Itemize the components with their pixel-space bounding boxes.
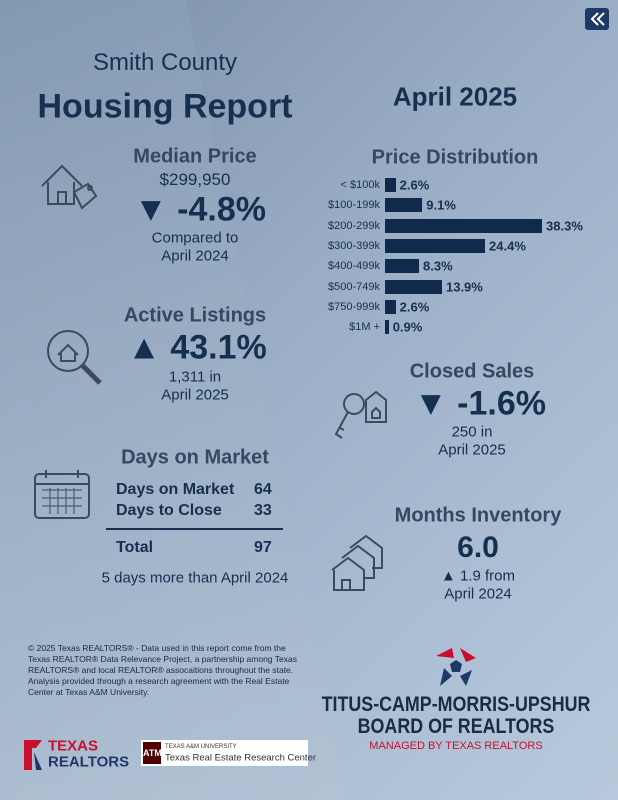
row-label: Days to Close xyxy=(116,502,222,519)
value-label: 0.9% xyxy=(392,319,423,335)
note: 250 in xyxy=(451,423,493,441)
house-price-icon xyxy=(41,164,98,210)
bar xyxy=(385,178,396,192)
note: 5 days more than April 2024 xyxy=(101,569,289,587)
calendar-icon xyxy=(34,470,90,519)
value-label: 2.6% xyxy=(399,299,430,315)
value-label: 13.9% xyxy=(445,279,483,294)
tamu-text: TEXAS A&M UNIVERSITY xyxy=(165,744,237,750)
search-icon xyxy=(47,330,102,385)
county: Smith County xyxy=(92,49,238,76)
category-label: $1M + xyxy=(349,321,380,334)
bar xyxy=(385,299,396,314)
board-subtitle: MANAGED BY TEXAS REALTORS xyxy=(369,740,543,752)
section-title: Median Price xyxy=(133,145,257,168)
tamu-logo: ATM TEXAS A&M UNIVERSITY Texas Real Esta… xyxy=(141,740,316,766)
change: ▼ -1.6% xyxy=(414,384,546,423)
section-title: Price Distribution xyxy=(371,146,539,169)
value-label: 9.1% xyxy=(426,197,456,213)
bar xyxy=(385,279,442,294)
value-label: 8.3% xyxy=(423,258,453,274)
bar xyxy=(385,320,389,335)
bar xyxy=(385,198,423,213)
value-label: 38.3% xyxy=(546,218,583,234)
section-title: Active Listings xyxy=(123,304,267,327)
key-icon xyxy=(334,390,387,439)
board-logo xyxy=(436,648,476,686)
note: ▲ 1.9 from xyxy=(440,567,516,585)
section-title: Months Inventory xyxy=(394,504,562,527)
median-price: $299,950 xyxy=(159,170,231,189)
board-name: BOARD OF REALTORS xyxy=(357,715,555,738)
houses-icon xyxy=(331,534,383,591)
tr-logo-mark xyxy=(24,740,42,770)
category-label: $400-499k xyxy=(328,260,380,273)
total-value: 97 xyxy=(254,539,272,556)
change: ▼ -4.8% xyxy=(134,190,266,229)
category-label: $300-399k xyxy=(328,239,380,252)
disclaimer: © 2025 Texas REALTORS® - Data used in th… xyxy=(28,643,297,697)
category-label: $750-999k xyxy=(328,300,380,313)
tamu-mark: ATM xyxy=(143,742,162,764)
value-label: 2.6% xyxy=(399,177,430,193)
note: April 2024 xyxy=(161,247,229,265)
note: 1,311 in xyxy=(168,368,222,386)
change: ▲ 43.1% xyxy=(127,328,267,367)
note: Compared to xyxy=(151,229,239,247)
bar xyxy=(385,238,486,253)
category-label: $500-749k xyxy=(328,280,380,293)
note: April 2025 xyxy=(438,441,506,459)
category-label: $200-299k xyxy=(328,219,380,232)
board-name: TITUS-CAMP-MORRIS-UPSHUR xyxy=(321,693,591,716)
section-title: Closed Sales xyxy=(409,360,535,383)
value-label: 24.4% xyxy=(489,238,526,254)
tr-logo-text: REALTORS xyxy=(48,753,130,771)
category-label: < $100k xyxy=(340,179,380,191)
section-title: Days on Market xyxy=(121,446,269,469)
report-title: Housing Report xyxy=(37,87,293,126)
row-label: Days on Market xyxy=(116,481,235,498)
collapse-button[interactable] xyxy=(585,8,609,30)
row-value: 64 xyxy=(254,481,272,498)
months-value: 6.0 xyxy=(457,531,499,564)
tr-logo-text: TEXAS xyxy=(48,737,99,755)
total-label: Total xyxy=(116,539,154,556)
period: April 2025 xyxy=(392,81,518,112)
note: April 2024 xyxy=(444,585,512,603)
bar xyxy=(385,218,543,233)
note: April 2025 xyxy=(161,386,229,404)
bar xyxy=(385,259,420,274)
category-label: $100-199k xyxy=(328,199,380,212)
tamu-text: Texas Real Estate Research Center xyxy=(165,752,317,764)
row-value: 33 xyxy=(254,502,272,519)
divider xyxy=(106,528,283,530)
